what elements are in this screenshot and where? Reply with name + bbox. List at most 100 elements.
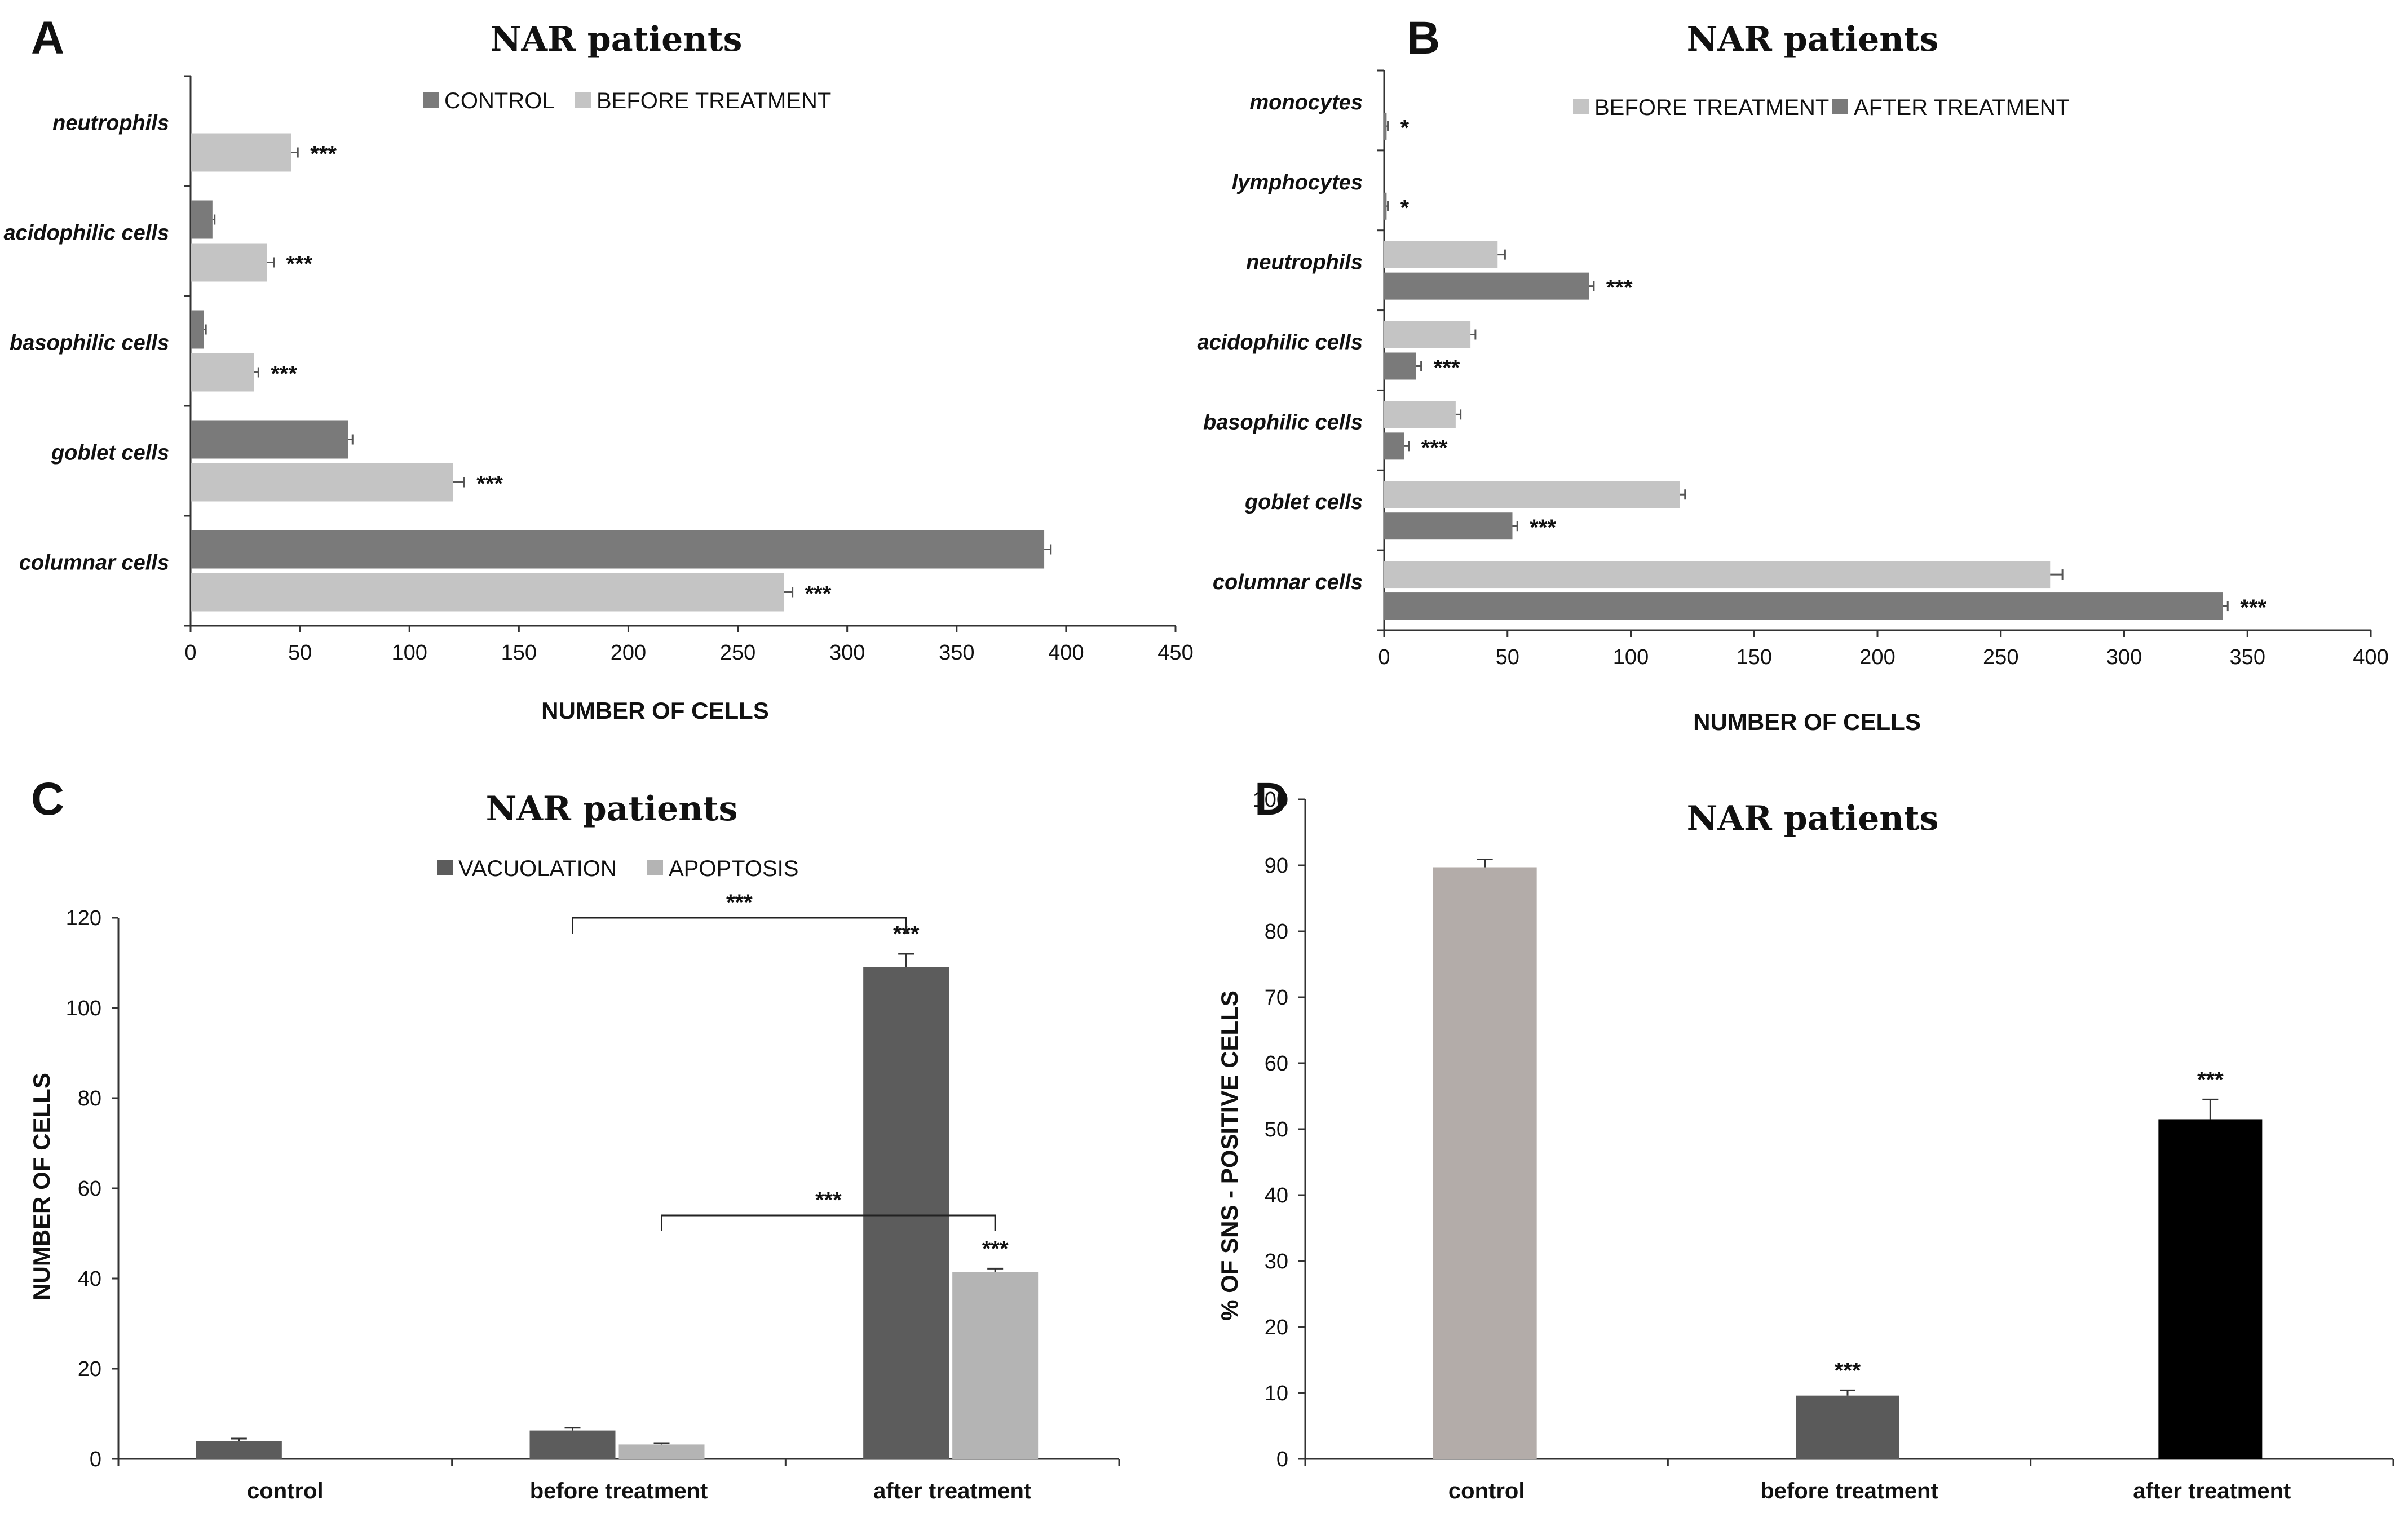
y-tick-label: 20 [1265, 1316, 1288, 1339]
category-label-before-treatment: before treatment [530, 1479, 708, 1503]
category-label-neutrophils: neutrophils [52, 112, 169, 135]
category-label-lymphocytes: lymphocytes [1232, 171, 1363, 194]
significance-marker: *** [1434, 356, 1460, 381]
category-label-acidophilic-cells: acidophilic cells [1197, 331, 1363, 355]
x-tick-label: 0 [184, 641, 196, 665]
bar-before-treatment-neutrophils [191, 133, 291, 172]
x-tick-label: 350 [939, 641, 974, 665]
x-tick-label: 150 [1737, 645, 1772, 669]
panel-d-plot: 0 10 20 30 40 50 60 70 80 90 100 control before trea… [1253, 788, 2394, 1503]
significance-marker: *** [1835, 1358, 1861, 1383]
panel-c-y-axis-title: NUMBER OF CELLS [28, 1073, 55, 1301]
significance-marker: *** [1606, 276, 1633, 300]
panel-a-legend: CONTROL BEFORE TREATMENT [423, 89, 831, 113]
y-tick-label: 70 [1265, 986, 1288, 1010]
bar-before-treatment-acidophilic-cells [191, 243, 267, 282]
significance-marker: *** [815, 1188, 842, 1213]
y-tick-label: 80 [78, 1087, 101, 1111]
x-tick-label: 450 [1157, 641, 1193, 665]
significance-marker: *** [310, 142, 337, 167]
x-tick-label: 50 [1496, 645, 1519, 669]
panel-a-x-axis-title: NUMBER OF CELLS [541, 697, 769, 724]
y-tick-label: 20 [78, 1357, 101, 1381]
significance-marker: *** [476, 472, 503, 497]
legend-swatch-apoptosis [647, 860, 663, 875]
category-label-neutrophils: neutrophils [1246, 251, 1363, 275]
panel-letter-b: B [1407, 12, 1440, 64]
category-label-after-treatment: after treatment [873, 1479, 1031, 1503]
panel-b-legend: BEFORE TREATMENT AFTER TREATMENT [1573, 95, 2070, 120]
x-tick-label: 250 [720, 641, 755, 665]
category-label-goblet-cells: goblet cells [1244, 490, 1363, 514]
category-label-after-treatment: after treatment [2133, 1479, 2291, 1503]
legend-label-vacuolation: VACUOLATION [458, 856, 617, 881]
panel-a-title: NAR patients [491, 20, 743, 59]
panel-letter-a: A [31, 12, 64, 64]
y-tick-label: 60 [78, 1177, 101, 1201]
bar-before-treatment-neutrophils [1384, 241, 1498, 268]
significance-marker: *** [982, 1236, 1009, 1261]
bar-after-treatment-basophilic-cells [1384, 432, 1404, 460]
panel-c-plot: 0 20 40 60 80 100 120 control before treatment af… [66, 890, 1120, 1503]
category-label-columnar-cells: columnar cells [1213, 570, 1363, 594]
legend-label-before-treatment: BEFORE TREATMENT [597, 89, 831, 113]
bar-apoptosis-after-treatment [952, 1272, 1039, 1459]
legend-label-control: CONTROL [444, 89, 555, 113]
bar-before-treatment-goblet-cells [1384, 481, 1680, 508]
bar-before-treatment-goblet-cells [191, 463, 453, 502]
significance-bracket [661, 1214, 996, 1231]
legend-swatch-control [423, 92, 439, 108]
significance-marker: *** [2240, 595, 2266, 620]
y-tick-label: 50 [1265, 1118, 1288, 1142]
bar-control-goblet-cells [191, 420, 348, 459]
category-label-before-treatment: before treatment [1760, 1479, 1938, 1503]
bar-before-treatment-columnar-cells [191, 573, 784, 612]
panel-b-title: NAR patients [1687, 20, 1939, 59]
significance-marker: * [1400, 196, 1410, 220]
bar-after-treatment-monocytes [1384, 112, 1387, 140]
category-label-monocytes: monocytes [1249, 91, 1363, 114]
bar-vacuolation-control [196, 1441, 282, 1459]
panel-d-title: NAR patients [1687, 799, 1939, 838]
bar-after-treatment-acidophilic-cells [1384, 352, 1416, 380]
panel-c-legend: VACUOLATION APOPTOSIS [437, 856, 798, 881]
bar-before-treatment-acidophilic-cells [1384, 321, 1471, 348]
panel-c-title: NAR patients [486, 789, 738, 829]
significance-marker: *** [2197, 1067, 2224, 1092]
bar-after-treatment-neutrophils [1384, 272, 1589, 300]
bar-after-treatment-goblet-cells [1384, 512, 1513, 540]
panel-letter-c: C [31, 773, 64, 825]
category-label-basophilic-cells: basophilic cells [10, 331, 169, 355]
category-label-control: control [1448, 1479, 1525, 1503]
legend-swatch-before-treatment [575, 92, 591, 108]
y-tick-label: 90 [1265, 854, 1288, 878]
bar-control-basophilic-cells [191, 310, 204, 349]
x-tick-label: 300 [2106, 645, 2142, 669]
bar-control [1433, 867, 1537, 1459]
significance-marker: *** [271, 362, 297, 387]
y-tick-label: 60 [1265, 1052, 1288, 1076]
x-tick-label: 150 [501, 641, 537, 665]
y-tick-label: 80 [1265, 920, 1288, 944]
category-label-columnar-cells: columnar cells [19, 551, 169, 575]
y-tick-label: 0 [90, 1448, 101, 1471]
bar-vacuolation-before-treatment [529, 1430, 616, 1459]
bar-control-acidophilic-cells [191, 200, 213, 239]
category-label-control: control [247, 1479, 324, 1503]
significance-bracket [572, 917, 907, 934]
category-label-goblet-cells: goblet cells [51, 441, 169, 465]
panel-letter-d: D [1254, 773, 1288, 825]
bar-apoptosis-before-treatment [618, 1444, 705, 1459]
legend-swatch-vacuolation [437, 860, 453, 875]
y-tick-label: 0 [1276, 1448, 1288, 1471]
x-tick-label: 100 [392, 641, 427, 665]
category-label-basophilic-cells: basophilic cells [1203, 410, 1363, 434]
x-tick-label: 50 [288, 641, 312, 665]
legend-label-after-treatment: AFTER TREATMENT [1854, 95, 2070, 120]
x-tick-label: 100 [1613, 645, 1649, 669]
x-tick-label: 0 [1378, 645, 1390, 669]
bar-after-treatment [2158, 1119, 2263, 1459]
x-tick-label: 300 [829, 641, 865, 665]
panel-b-x-axis-title: NUMBER OF CELLS [1693, 709, 1921, 735]
